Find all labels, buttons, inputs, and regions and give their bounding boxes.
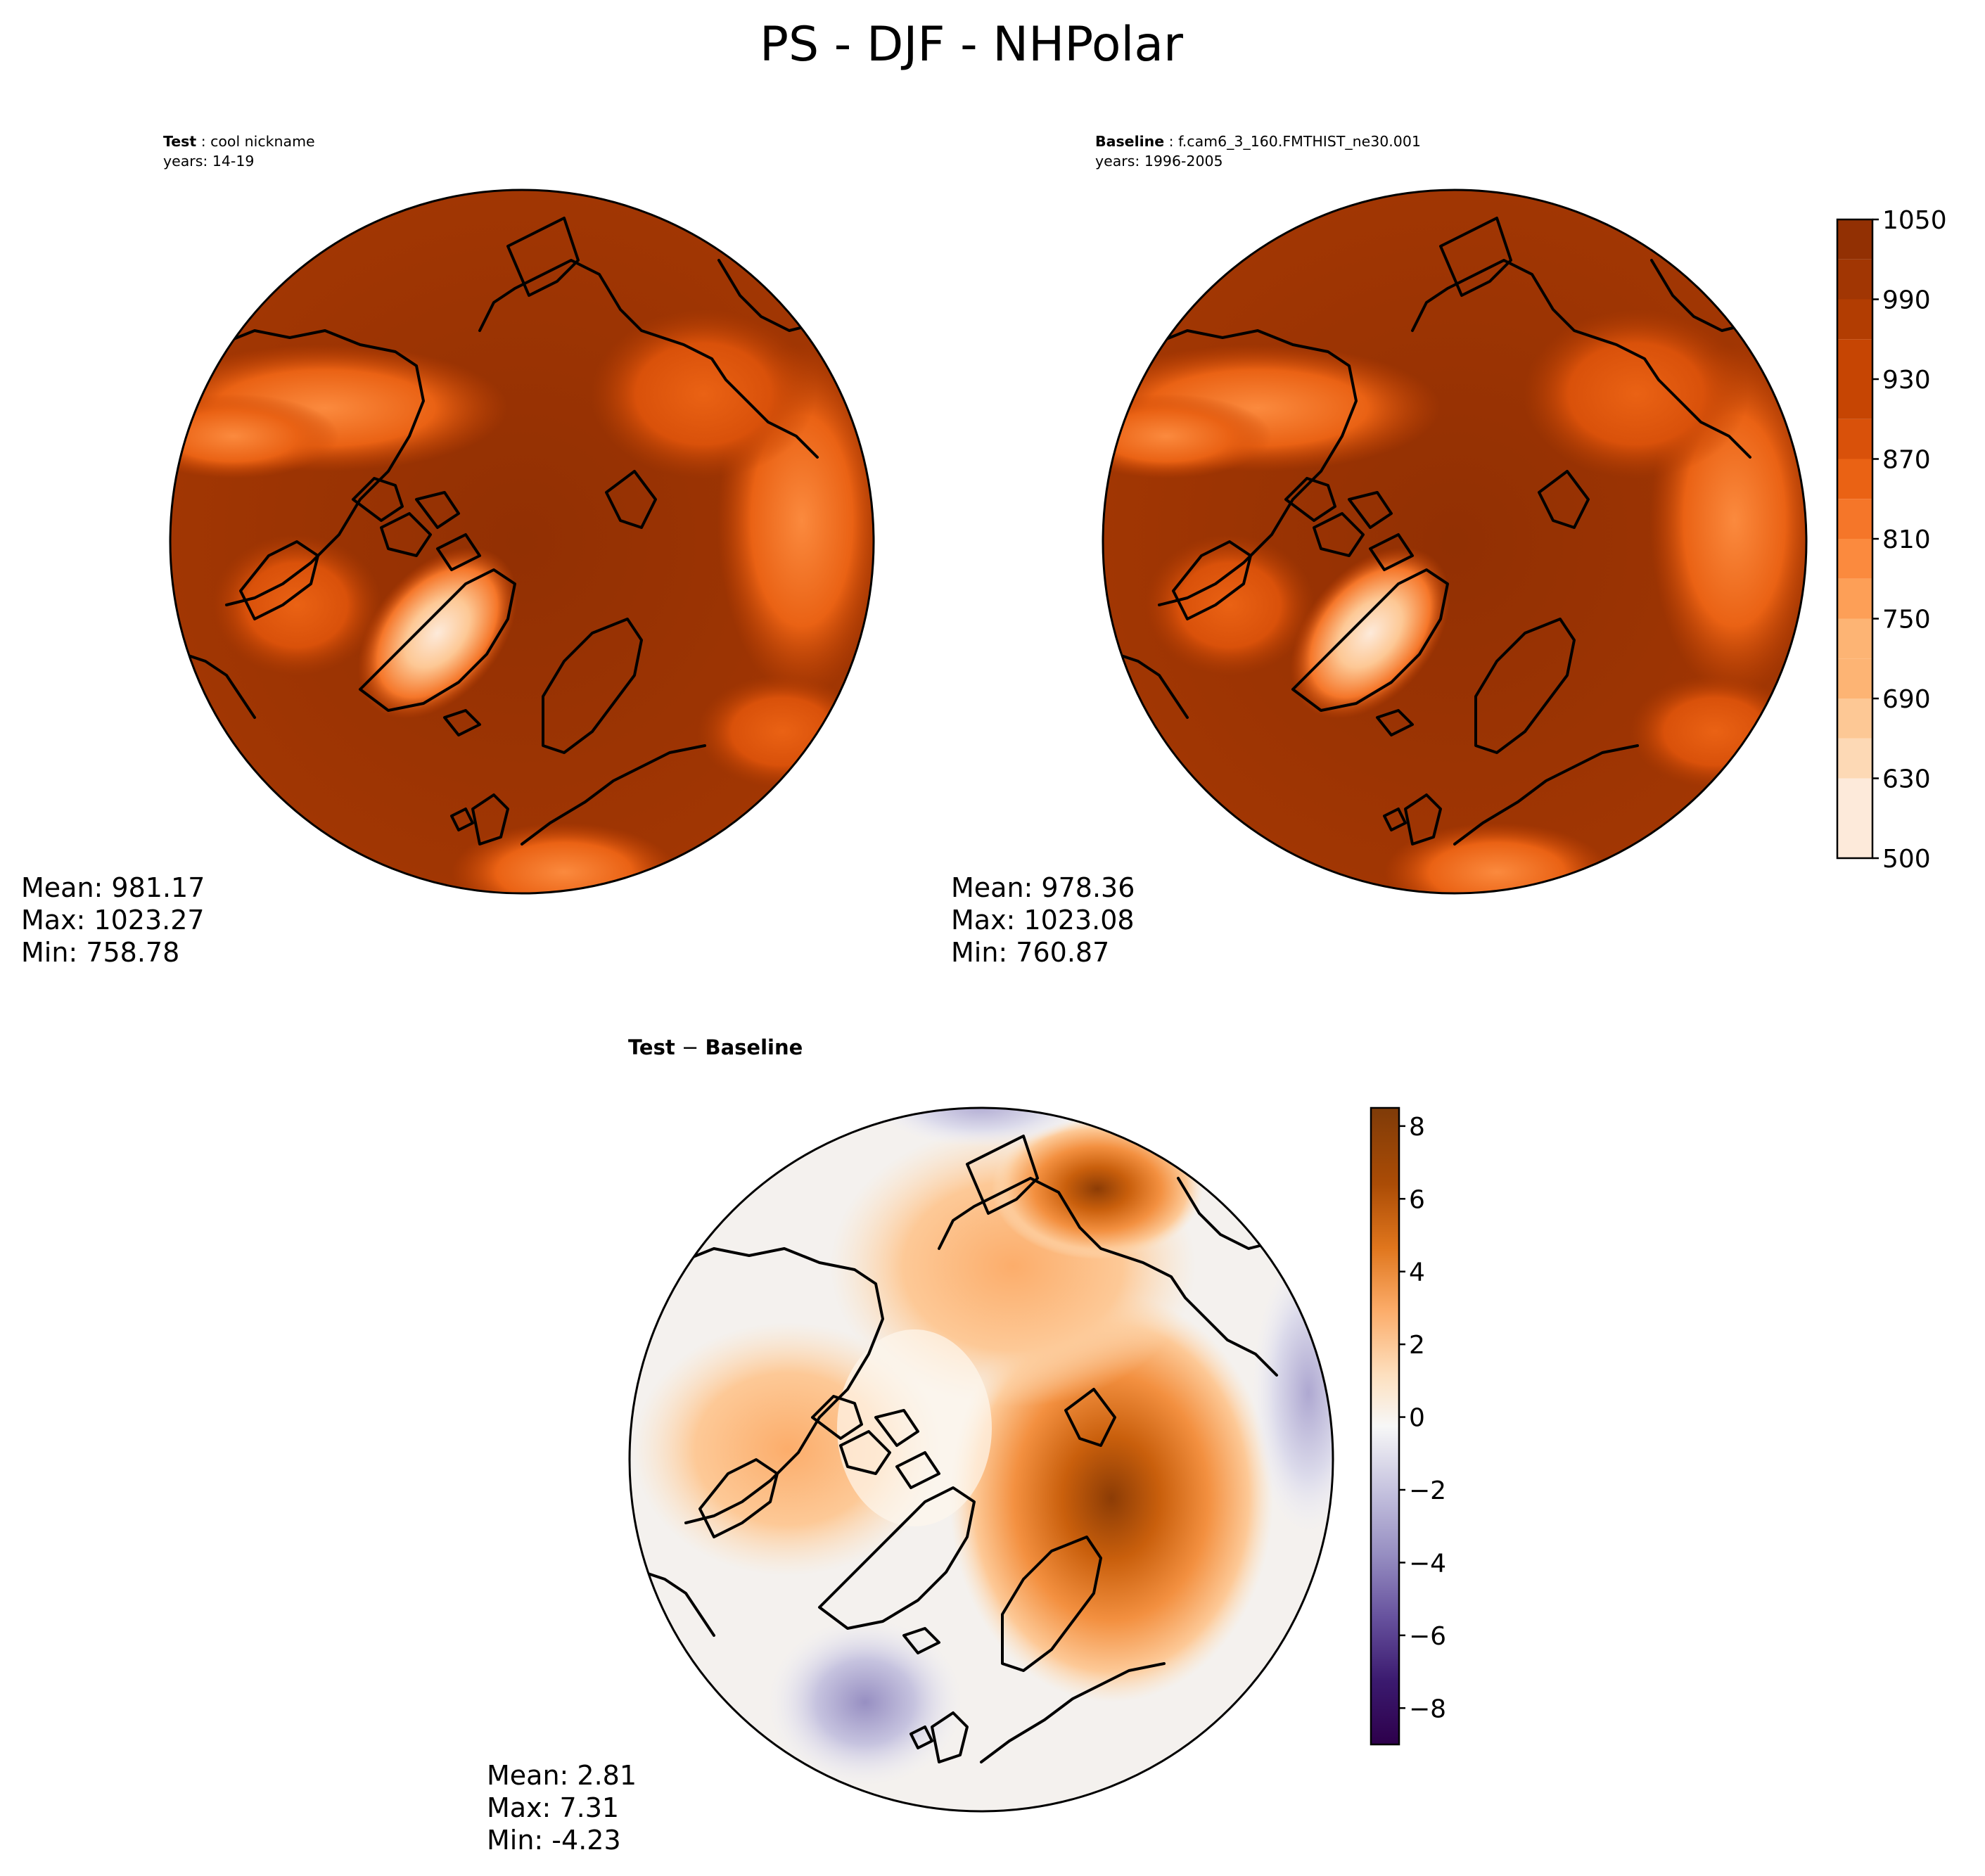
baseline-mean: Mean: 978.36 [951, 872, 1135, 903]
baseline-map [1103, 190, 1806, 893]
difference-title-baseline: Baseline [705, 1035, 803, 1059]
difference-colorbar-tick-label: −6 [1409, 1622, 1446, 1651]
test-max: Max: 1023.27 [21, 905, 205, 936]
baseline-name-line: Baseline : f.cam6_3_160.FMTHIST_ne30.001 [1095, 133, 1421, 151]
difference-colorbar-tick-label: 8 [1409, 1113, 1425, 1142]
ps-colorbar-band [1837, 698, 1872, 739]
test-panel: Test : cool nickname years: 14-19 Mean: … [21, 133, 875, 968]
difference-colorbar: −8 −6 −4 −2 0 2 4 6 8 [1370, 1106, 1446, 1746]
baseline-label: Baseline [1095, 133, 1164, 150]
ps-colorbar-band [1837, 259, 1872, 300]
difference-panel: Test − Baseline Mean: 2.81 Max: 7.31 Min… [487, 1035, 1334, 1856]
baseline-map-frame [1102, 189, 1808, 895]
ps-colorbar: 500 630 690 750 810 870 930 990 1050 [1836, 206, 1947, 874]
ps-colorbar-band [1837, 658, 1872, 698]
ps-colorbar-tick-label: 750 [1882, 606, 1931, 634]
ps-colorbar-band [1837, 738, 1872, 779]
baseline-max: Max: 1023.08 [951, 905, 1135, 936]
difference-min: Min: -4.23 [487, 1825, 621, 1856]
ps-colorbar-tick-label: 500 [1882, 845, 1931, 874]
baseline-years: years: 1996-2005 [1095, 153, 1223, 170]
test-min: Min: 758.78 [21, 937, 179, 968]
ps-colorbar-tick-label: 630 [1882, 765, 1931, 794]
difference-colorbar-tick-label: 6 [1409, 1185, 1425, 1214]
ps-colorbar-band [1837, 539, 1872, 579]
difference-title-operator: − [675, 1035, 706, 1059]
difference-map [630, 1108, 1333, 1811]
ps-colorbar-band [1837, 219, 1872, 260]
ps-colorbar-band [1837, 499, 1872, 539]
ps-colorbar-tick-label: 930 [1882, 366, 1931, 395]
ps-colorbar-band [1837, 778, 1872, 858]
ps-colorbar-tick-label: 990 [1882, 286, 1931, 315]
test-name-line: Test : cool nickname [163, 133, 315, 150]
ps-colorbar-tick-label: 810 [1882, 525, 1931, 554]
baseline-case-name: : f.cam6_3_160.FMTHIST_ne30.001 [1164, 133, 1421, 151]
test-mean: Mean: 981.17 [21, 872, 205, 903]
test-years: years: 14-19 [163, 153, 254, 170]
difference-colorbar-tick-label: −8 [1409, 1695, 1446, 1723]
test-map-frame [169, 189, 875, 895]
ps-colorbar-tick-label: 690 [1882, 685, 1931, 714]
difference-colorbar-tick-label: −2 [1409, 1476, 1446, 1505]
baseline-panel: Baseline : f.cam6_3_160.FMTHIST_ne30.001… [951, 133, 1808, 968]
ps-colorbar-tick-label: 1050 [1882, 206, 1947, 235]
difference-colorbar-bar [1370, 1106, 1400, 1746]
figure-title: PS - DJF - NHPolar [760, 17, 1183, 72]
ps-colorbar-band [1837, 459, 1872, 499]
difference-mean: Mean: 2.81 [487, 1760, 637, 1791]
difference-colorbar-tick-label: −4 [1409, 1549, 1446, 1578]
test-case-name: : cool nickname [196, 133, 314, 150]
difference-colorbar-tick-label: 0 [1409, 1404, 1425, 1433]
difference-colorbar-tick-label: 2 [1409, 1331, 1425, 1360]
ps-colorbar-tick-label: 870 [1882, 446, 1931, 475]
ps-colorbar-band [1837, 379, 1872, 419]
difference-map-frame [628, 1106, 1334, 1813]
test-map [170, 190, 874, 893]
ps-colorbar-band [1837, 618, 1872, 659]
baseline-min: Min: 760.87 [951, 937, 1109, 968]
ps-colorbar-band [1837, 578, 1872, 619]
ps-colorbar-band [1837, 299, 1872, 340]
test-label: Test [163, 133, 196, 150]
difference-colorbar-tick-label: 4 [1409, 1258, 1425, 1287]
difference-max: Max: 7.31 [487, 1792, 619, 1823]
difference-title: Test − Baseline [628, 1035, 803, 1059]
ps-colorbar-band [1837, 419, 1872, 459]
difference-title-test: Test [628, 1035, 675, 1059]
ps-colorbar-band [1837, 339, 1872, 379]
